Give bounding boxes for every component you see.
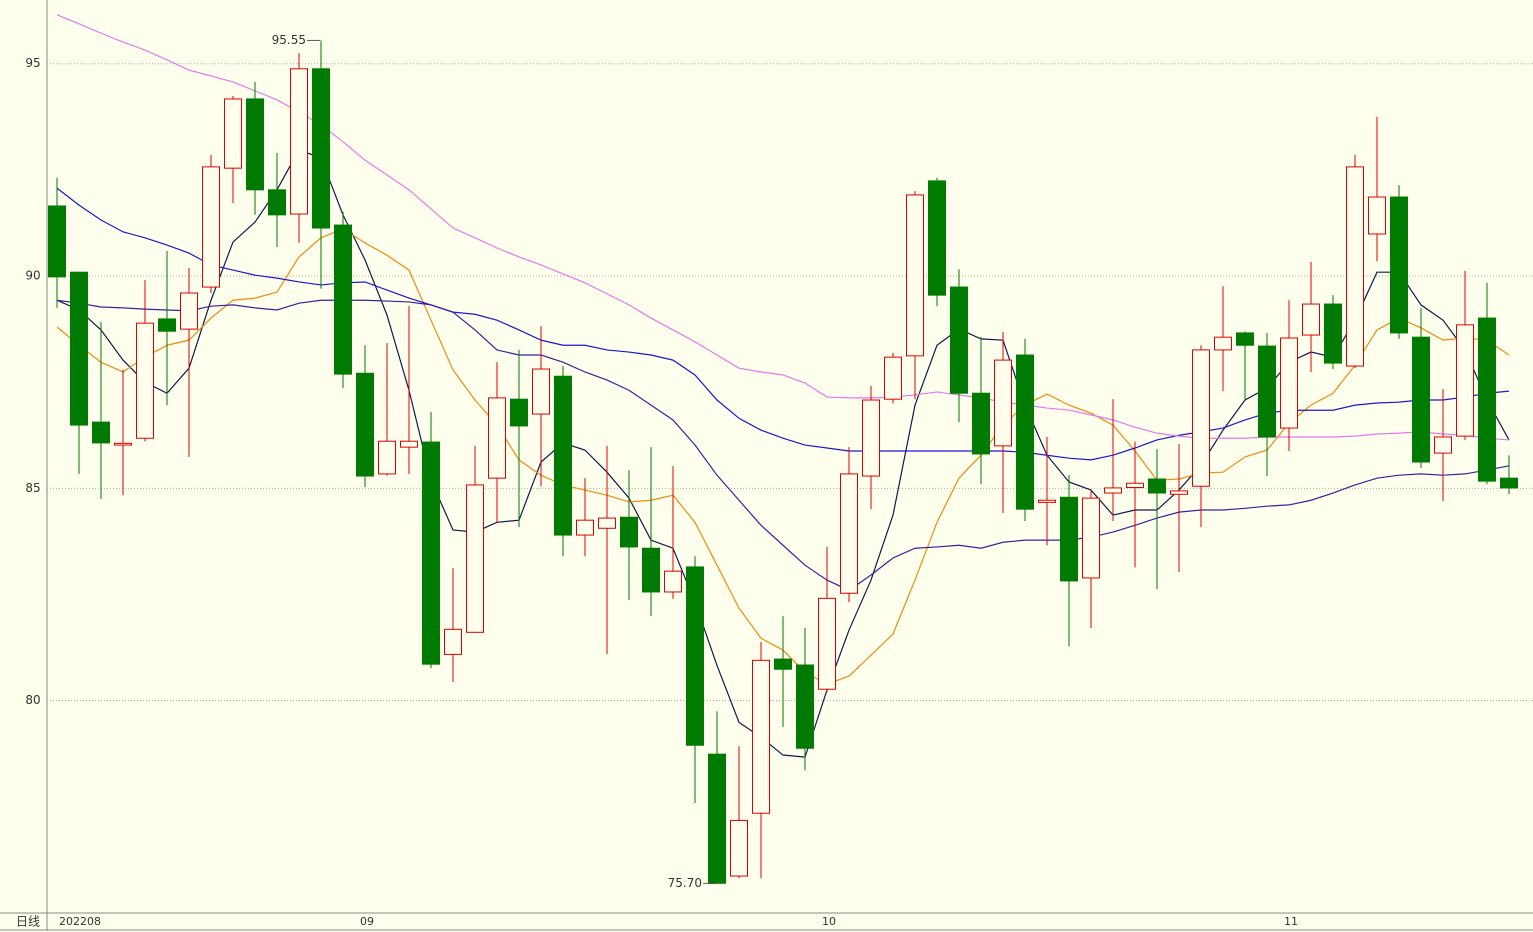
candle-body <box>598 517 616 529</box>
candle-body <box>1434 436 1452 454</box>
candle-body <box>180 292 198 330</box>
candle-body <box>884 356 902 400</box>
candle-body <box>1038 499 1056 503</box>
candle-body <box>334 224 352 375</box>
candle-body <box>1016 354 1034 510</box>
candle-body <box>796 664 814 749</box>
candle-body <box>752 659 770 814</box>
candle-body <box>224 98 242 169</box>
moving-average-line <box>56 299 1510 591</box>
candle-body <box>466 484 484 633</box>
y-tick-label: 85 <box>25 481 40 495</box>
period-label: 日线 <box>16 915 40 929</box>
candle-body <box>664 570 682 593</box>
candle-body <box>158 318 176 332</box>
x-tick-label: 11 <box>1284 915 1298 928</box>
candle-body <box>1500 477 1518 489</box>
candle-body <box>1060 496 1078 582</box>
candle-body <box>1192 349 1210 487</box>
candle-body <box>1258 345 1276 438</box>
candle-body <box>356 372 374 477</box>
candle-body <box>268 189 286 216</box>
candle-body <box>1280 337 1298 429</box>
candle-body <box>862 399 880 477</box>
annotation: 95.55 <box>272 33 306 47</box>
plot-area: 80 85 90 95 202208 09 10 11 95.55 75.70 <box>25 14 1533 928</box>
y-tick-label: 95 <box>25 56 40 70</box>
candle-body <box>48 205 66 278</box>
candle-body <box>1324 303 1342 364</box>
candle-body <box>532 368 550 415</box>
candle-body <box>70 271 88 426</box>
candle-body <box>642 547 660 593</box>
candle-body <box>400 440 418 448</box>
candle-body <box>1236 332 1254 346</box>
candle-body <box>686 566 704 746</box>
x-tick-label: 202208 <box>59 915 101 928</box>
candle-body <box>1412 336 1430 463</box>
candle-body <box>312 68 330 229</box>
y-tick-label: 80 <box>25 693 40 707</box>
candle-body <box>1126 482 1144 488</box>
x-tick-label: 10 <box>822 915 836 928</box>
candle-body <box>774 658 792 670</box>
candle-body <box>92 421 110 444</box>
candle-body <box>1390 196 1408 334</box>
candle-body <box>422 441 440 665</box>
candle-body <box>246 98 264 191</box>
candle-body <box>1478 317 1496 482</box>
candle-body <box>1104 487 1122 494</box>
candle-body <box>136 322 154 439</box>
candle-body <box>1456 324 1474 437</box>
candle-body <box>202 166 220 288</box>
candle-body <box>818 597 836 690</box>
annotation: 75.70 <box>668 876 702 890</box>
candle-body <box>510 398 528 427</box>
candle-body <box>928 180 946 296</box>
candle-body <box>576 519 594 536</box>
y-tick-label: 90 <box>25 269 40 283</box>
candle-body <box>1214 336 1232 351</box>
candle-body <box>730 819 748 877</box>
candle-body <box>114 442 132 446</box>
candle-body <box>994 359 1012 447</box>
candle-body <box>444 628 462 655</box>
candle-body <box>378 440 396 475</box>
candle-body <box>1368 196 1386 235</box>
x-tick-label: 09 <box>360 915 374 928</box>
candle-body <box>620 516 638 548</box>
candle-body <box>840 473 858 594</box>
candle-body <box>1082 497 1100 579</box>
candle-body <box>972 392 990 455</box>
candle-body <box>950 286 968 394</box>
candle-body <box>554 375 572 536</box>
candle-body <box>1148 478 1166 494</box>
candle-body <box>1346 166 1364 367</box>
candle-body <box>488 397 506 479</box>
candle-body <box>906 194 924 357</box>
candle-body <box>1302 303 1320 336</box>
candle-body <box>708 753 726 884</box>
candle-body <box>1170 490 1188 495</box>
candle-body <box>290 68 308 215</box>
